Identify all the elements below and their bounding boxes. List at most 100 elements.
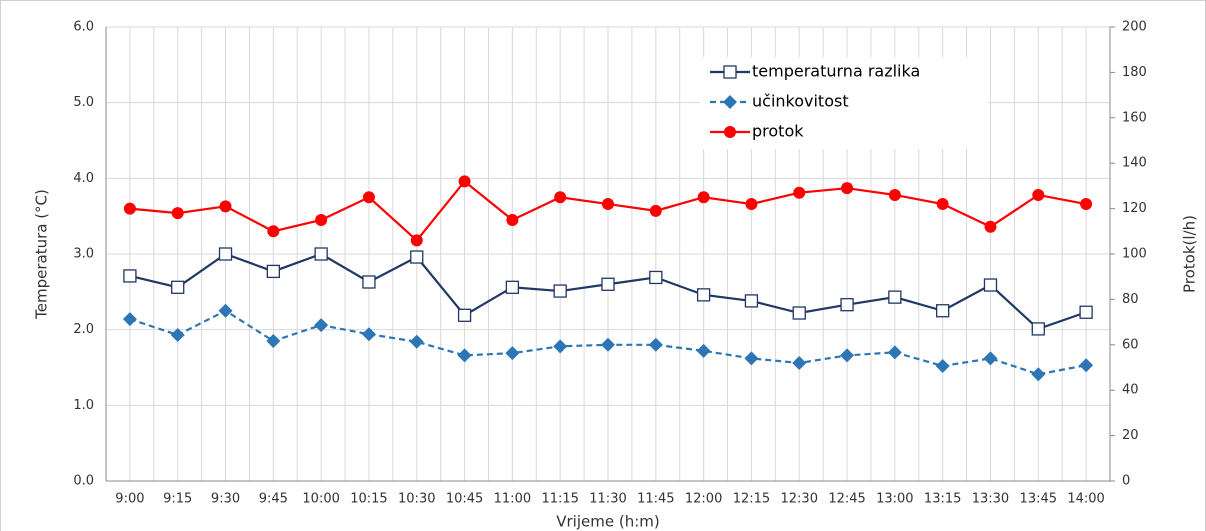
marker bbox=[171, 280, 185, 294]
marker bbox=[410, 250, 424, 264]
y2-tick-label: 200 bbox=[1122, 20, 1147, 35]
marker bbox=[1032, 188, 1045, 201]
x-tick-label: 11:00 bbox=[494, 492, 531, 507]
y-tick-label: 1.0 bbox=[73, 398, 94, 413]
x-tick-label: 9:30 bbox=[211, 492, 240, 507]
marker bbox=[792, 306, 806, 320]
marker bbox=[361, 327, 376, 342]
marker bbox=[1080, 198, 1093, 211]
x-tick-label: 10:30 bbox=[398, 492, 435, 507]
marker bbox=[935, 358, 950, 373]
marker bbox=[266, 334, 281, 349]
marker bbox=[505, 346, 520, 361]
marker bbox=[983, 351, 998, 366]
marker bbox=[936, 304, 950, 318]
marker bbox=[1031, 367, 1046, 382]
marker bbox=[744, 294, 759, 308]
marker bbox=[601, 277, 615, 291]
marker bbox=[409, 334, 424, 349]
marker bbox=[602, 198, 614, 211]
marker bbox=[362, 275, 376, 289]
y-tick-label: 0.0 bbox=[73, 474, 94, 489]
marker bbox=[314, 247, 328, 261]
x-tick-label: 9:00 bbox=[115, 492, 144, 507]
marker bbox=[410, 234, 423, 247]
marker bbox=[696, 288, 711, 302]
legend-label: temperaturna razlika bbox=[752, 62, 920, 81]
marker bbox=[314, 318, 329, 333]
marker bbox=[649, 204, 662, 217]
marker bbox=[362, 191, 375, 204]
y-tick-label: 5.0 bbox=[73, 95, 94, 110]
marker bbox=[744, 351, 759, 366]
x-tick-label: 12:15 bbox=[733, 492, 770, 507]
marker bbox=[170, 327, 185, 342]
marker bbox=[840, 298, 854, 312]
marker bbox=[983, 278, 998, 292]
marker bbox=[1031, 322, 1045, 336]
marker bbox=[601, 337, 615, 352]
marker bbox=[457, 308, 472, 322]
marker bbox=[554, 191, 567, 204]
marker bbox=[266, 264, 280, 279]
y2-tick-label: 180 bbox=[1122, 65, 1147, 80]
x-tick-label: 10:00 bbox=[302, 492, 339, 507]
y2-tick-label: 0 bbox=[1122, 474, 1130, 489]
marker bbox=[723, 65, 737, 79]
marker bbox=[267, 225, 280, 238]
x-tick-label: 14:00 bbox=[1067, 492, 1104, 507]
marker bbox=[219, 200, 232, 213]
marker bbox=[458, 175, 471, 188]
legend-label: protok bbox=[752, 122, 804, 141]
marker bbox=[648, 337, 663, 352]
x-tick-label: 11:15 bbox=[541, 492, 578, 507]
y2-tick-label: 140 bbox=[1122, 156, 1147, 171]
y2-tick-label: 40 bbox=[1122, 383, 1139, 398]
marker bbox=[745, 198, 758, 211]
x-tick-label: 11:30 bbox=[589, 492, 626, 507]
marker bbox=[841, 182, 854, 195]
x-tick-label: 13:45 bbox=[1020, 492, 1057, 507]
x-tick-label: 13:30 bbox=[972, 492, 1009, 507]
marker bbox=[793, 186, 806, 199]
marker bbox=[553, 284, 567, 298]
marker bbox=[936, 198, 949, 211]
x-tick-label: 10:45 bbox=[446, 492, 483, 507]
marker bbox=[887, 345, 902, 360]
x-tick-label: 13:00 bbox=[876, 492, 913, 507]
marker bbox=[457, 348, 472, 363]
marker bbox=[218, 247, 233, 261]
x-tick-label: 11:45 bbox=[637, 492, 674, 507]
marker bbox=[123, 202, 136, 215]
marker bbox=[984, 220, 997, 233]
y2-tick-label: 160 bbox=[1122, 110, 1147, 125]
y2-tick-label: 80 bbox=[1122, 292, 1139, 307]
marker bbox=[506, 213, 519, 226]
marker bbox=[171, 207, 184, 220]
y-tick-label: 2.0 bbox=[73, 322, 94, 337]
marker bbox=[123, 269, 137, 283]
x-tick-label: 9:15 bbox=[163, 492, 192, 507]
y2-tick-label: 60 bbox=[1122, 337, 1139, 352]
marker bbox=[1079, 305, 1093, 319]
marker bbox=[696, 343, 711, 358]
marker bbox=[553, 339, 568, 354]
marker bbox=[888, 290, 902, 304]
y-tick-label: 6.0 bbox=[73, 20, 94, 35]
y2-axis-label: Protok(l/h) bbox=[1181, 215, 1199, 293]
x-tick-label: 12:30 bbox=[781, 492, 818, 507]
y2-tick-label: 120 bbox=[1122, 201, 1147, 216]
marker bbox=[840, 348, 855, 363]
x-tick-label: 10:15 bbox=[350, 492, 387, 507]
marker bbox=[122, 312, 137, 327]
marker bbox=[649, 270, 663, 285]
marker bbox=[724, 126, 736, 138]
y-tick-label: 3.0 bbox=[73, 247, 94, 262]
x-tick-label: 12:00 bbox=[685, 492, 722, 507]
x-tick-label: 9:45 bbox=[259, 492, 288, 507]
marker bbox=[697, 191, 710, 204]
x-tick-label: 13:15 bbox=[924, 492, 961, 507]
marker bbox=[792, 355, 807, 370]
